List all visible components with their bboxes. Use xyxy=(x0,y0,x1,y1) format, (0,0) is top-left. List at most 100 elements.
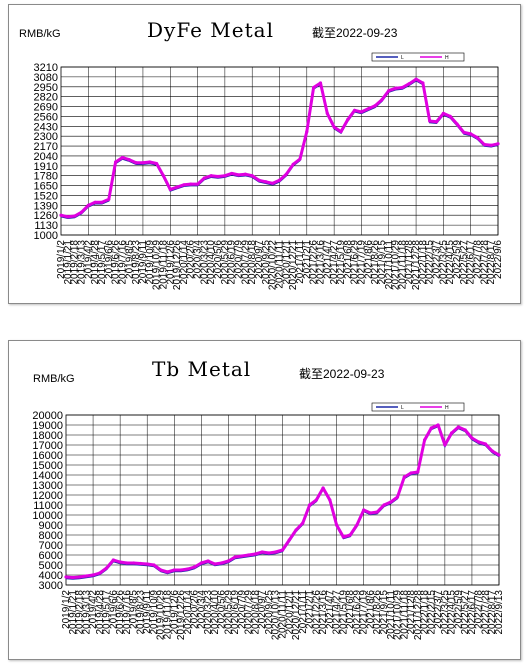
dyfe-x-tick-label: 2019/1/2 xyxy=(56,240,67,279)
dyfe-x-tick-label: 2019/10/29 xyxy=(152,240,163,290)
tb-x-tick-label: 2019/7/16 xyxy=(122,590,133,635)
tb-x-tick-label: 2021/4/7 xyxy=(325,590,336,629)
tb-data-point xyxy=(287,538,291,542)
tb-data-point xyxy=(375,510,379,514)
tb-data-point xyxy=(362,508,366,512)
tb-x-tick-label: 2020/4/10 xyxy=(210,590,221,635)
tb-x-tick-label: 2019/12/6 xyxy=(169,590,180,635)
dyfe-data-point xyxy=(332,125,336,129)
tb-y-tick-label: 4000 xyxy=(39,570,63,582)
dyfe-x-tick-label: 2021/9/15 xyxy=(377,240,388,285)
dyfe-data-point xyxy=(305,130,309,134)
dyfe-y-tick-label: 1520 xyxy=(34,190,58,202)
tb-x-tick-label: 2020/11/11 xyxy=(278,590,289,639)
tb-x-tick-label: 2022/2/15 xyxy=(426,590,437,635)
tb-x-tick-label: 2021/1/11 xyxy=(298,590,309,634)
tb-x-tick-label: 2021/3/16 xyxy=(318,590,329,635)
tb-x-tick-label: 2020/12/1 xyxy=(284,590,295,635)
tb-as-of-date: 截至2022-09-23 xyxy=(299,367,385,381)
tb-data-point xyxy=(220,561,224,565)
dyfe-chart-title: DyFe Metal xyxy=(147,18,274,42)
tb-data-point xyxy=(456,425,461,429)
dyfe-chart: RMB/kG DyFe Metal 截至2022-09-23 100011301… xyxy=(19,18,504,290)
dyfe-data-point xyxy=(230,171,234,176)
tb-x-tick-label: 2022/1/18 xyxy=(420,590,431,635)
tb-legend-label-l: L xyxy=(401,405,404,411)
dyfe-x-tick-label: 2019/8/23 xyxy=(131,240,142,285)
tb-x-tick-label: 2019/11/18 xyxy=(162,590,173,640)
dyfe-data-point xyxy=(434,120,439,124)
tb-chart: RMB/kG Tb Metal 截至2022-09-23 30004000500… xyxy=(32,357,505,640)
dyfe-data-point xyxy=(496,142,500,146)
dyfe-data-point xyxy=(59,213,63,217)
dyfe-data-point xyxy=(475,136,480,140)
dyfe-x-tick-label: 2021/2/1 xyxy=(302,240,313,279)
dyfe-data-point xyxy=(66,215,70,219)
tb-data-point xyxy=(71,575,75,580)
dyfe-data-point xyxy=(216,174,220,179)
tb-data-point xyxy=(416,470,420,474)
tb-data-point xyxy=(84,574,88,578)
tb-x-tick-label: 2019/9/11 xyxy=(142,590,153,634)
dyfe-y-tick-label: 1390 xyxy=(34,200,58,212)
dyfe-data-point xyxy=(312,85,316,90)
tb-x-tick-label: 2021/6/8 xyxy=(345,590,356,629)
dyfe-x-tick-label: 2021/8/6 xyxy=(363,240,374,279)
dyfe-data-point xyxy=(462,130,466,134)
tb-x-tick-label: 2021/4/27 xyxy=(332,590,343,635)
tb-x-tick-label: 2022/3/7 xyxy=(433,590,444,629)
dyfe-x-tick-label: 2021/12/8 xyxy=(404,240,415,285)
tb-x-tick-label: 2019/6/6 xyxy=(108,590,119,629)
tb-data-point xyxy=(172,568,176,572)
tb-data-point xyxy=(267,551,271,555)
tb-x-tick-label: 2020/8/18 xyxy=(250,590,261,635)
dyfe-x-tick-label: 2021/8/26 xyxy=(370,240,381,285)
dyfe-data-point xyxy=(202,176,206,180)
dyfe-x-tick-label: 2021/6/8 xyxy=(343,240,354,279)
dyfe-data-point xyxy=(195,182,200,186)
dyfe-data-point xyxy=(257,178,261,182)
tb-x-tick-label: 2019/1/21 xyxy=(68,590,79,635)
dyfe-y-tick-label: 1650 xyxy=(34,181,58,193)
tb-plot-frame xyxy=(65,414,500,586)
tb-data-point xyxy=(247,553,251,557)
tb-data-point xyxy=(253,552,258,556)
dyfe-x-tick-label: 2020/7/29 xyxy=(240,240,251,285)
tb-data-point xyxy=(497,453,501,457)
dyfe-x-tick-label: 2020/1/14 xyxy=(179,240,190,285)
tb-x-tick-label: 2020/3/4 xyxy=(196,590,207,629)
tb-data-point xyxy=(274,550,278,554)
dyfe-data-point xyxy=(127,158,131,162)
dyfe-x-tick-label: 2019/12/26 xyxy=(172,240,183,290)
dyfe-data-point xyxy=(277,178,282,182)
dyfe-x-tick-label: 2019/11/18 xyxy=(158,240,169,290)
tb-x-tick-label: 2022/3/25 xyxy=(440,590,451,635)
dyfe-x-tick-label: 2022/2/15 xyxy=(425,240,436,285)
dyfe-x-tick-label: 2020/9/7 xyxy=(254,240,265,279)
tb-data-point xyxy=(307,503,312,507)
dyfe-x-tick-label: 2020/8/18 xyxy=(247,240,258,285)
tb-data-point xyxy=(159,568,163,572)
tb-data-point xyxy=(409,471,413,475)
tb-data-point xyxy=(355,523,359,527)
dyfe-data-point xyxy=(414,77,418,81)
tb-x-tick-label: 2020/2/6 xyxy=(190,590,201,629)
dyfe-x-tick-label: 2020/6/19 xyxy=(227,240,238,285)
dyfe-x-tick-label: 2019/10/9 xyxy=(145,240,156,285)
tb-data-point xyxy=(152,563,156,567)
tb-x-tick-label: 2021/8/6 xyxy=(365,590,376,629)
tb-data-point xyxy=(477,440,481,444)
tb-data-point xyxy=(64,575,68,579)
dyfe-x-tick-label: 2019/4/2 xyxy=(83,240,94,279)
dyfe-data-point xyxy=(107,197,111,201)
tb-data-point xyxy=(77,575,82,579)
tb-x-tick-label: 2021/8/26 xyxy=(372,590,383,635)
tb-y-tick-label: 10000 xyxy=(32,510,63,522)
dyfe-data-point xyxy=(469,132,473,136)
tb-y-tick-label: 8000 xyxy=(39,530,63,542)
dyfe-x-tick-label: 2020/4/10 xyxy=(206,240,217,285)
tb-data-point xyxy=(206,559,210,563)
dyfe-data-point xyxy=(373,104,377,108)
dyfe-x-tick-label: 2019/6/6 xyxy=(104,240,115,279)
dyfe-x-tick-label: 2019/7/16 xyxy=(117,240,128,285)
